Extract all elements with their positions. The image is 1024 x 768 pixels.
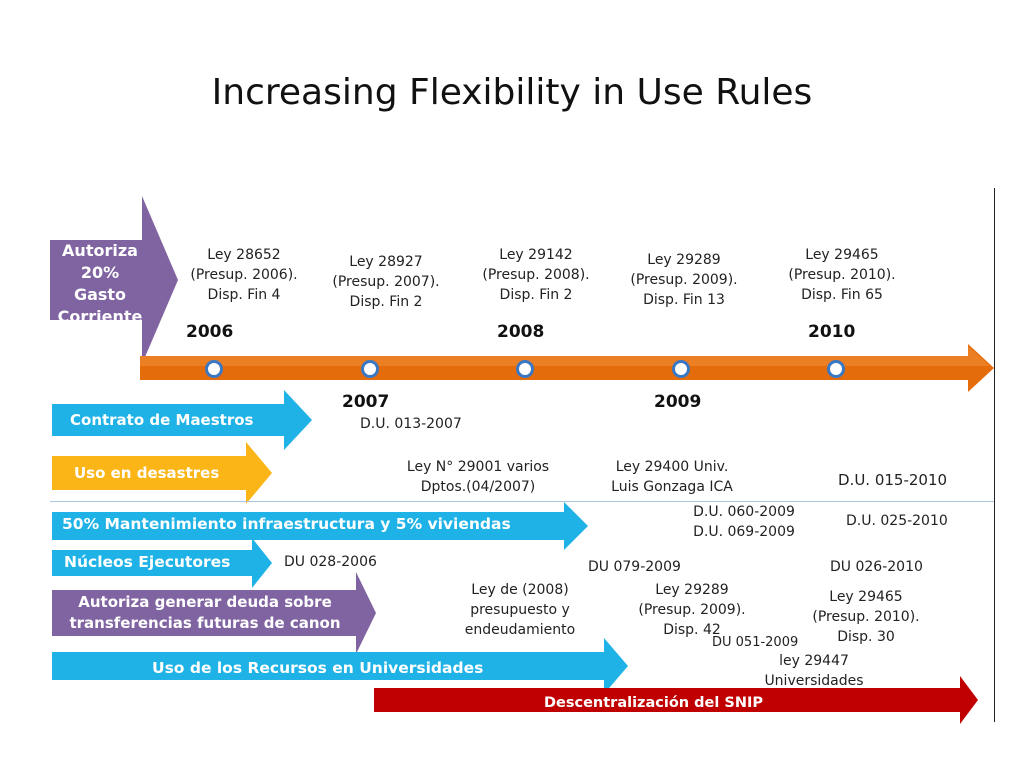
law-note: Ley 29465 (Presup. 2010). Disp. Fin 65	[788, 247, 896, 303]
nucleos-note: DU 079-2009	[588, 559, 681, 575]
universidades-note: DU 051-2009	[712, 635, 799, 650]
right-divider	[994, 188, 995, 722]
desastres-note: Ley N° 29001 varios Dptos.(04/2007)	[406, 459, 550, 495]
purple-gasto-label: Autoriza 20% Gasto Corriente	[57, 241, 143, 326]
year-label: 2009	[654, 392, 702, 412]
purple-gasto-arrow	[50, 196, 178, 364]
year-label: 2008	[497, 322, 545, 342]
nucleos-arrow	[52, 538, 272, 588]
mantenimiento-note: D.U. 060-2009 D.U. 069-2009	[693, 504, 795, 540]
desastres-label: Uso en desastres	[74, 464, 220, 482]
contrato-arrow	[52, 390, 312, 450]
law-note: Ley 28652 (Presup. 2006). Disp. Fin 4	[190, 247, 298, 303]
timeline-dot	[516, 360, 534, 378]
deuda-arrow	[52, 572, 376, 654]
mantenimiento-arrow	[52, 502, 588, 550]
timeline-arrow	[140, 344, 994, 392]
contrato-label: Contrato de Maestros	[70, 411, 254, 429]
year-label: 2007	[342, 392, 390, 412]
universidades-note: ley 29447 Universidades	[764, 653, 864, 689]
contrato-note: D.U. 013-2007	[360, 416, 462, 432]
row-separator	[50, 501, 994, 502]
law-note: Ley 29289 (Presup. 2009). Disp. Fin 13	[630, 252, 738, 308]
desastres-note: D.U. 015-2010	[838, 471, 948, 489]
nucleos-label: Núcleos Ejecutores	[64, 553, 231, 571]
law-note: Ley 28927 (Presup. 2007). Disp. Fin 2	[332, 254, 440, 310]
year-label: 2010	[808, 322, 856, 342]
timeline-dot	[672, 360, 690, 378]
deuda-note: Ley 29289 (Presup. 2009). Disp. 42	[638, 582, 746, 638]
snip-arrow	[374, 676, 978, 724]
desastres-arrow	[52, 442, 272, 504]
universidades-arrow	[52, 638, 628, 694]
timeline-dot	[205, 360, 223, 378]
desastres-note: Ley 29400 Univ. Luis Gonzaga ICA	[611, 459, 733, 495]
year-label: 2006	[186, 322, 234, 342]
mantenimiento-label: 50% Mantenimiento infraestructura y 5% v…	[62, 515, 511, 533]
nucleos-note: DU 026-2010	[830, 559, 923, 575]
snip-label: Descentralización del SNIP	[544, 695, 764, 711]
universidades-label: Uso de los Recursos en Universidades	[152, 659, 484, 677]
nucleos-note: DU 028-2006	[284, 554, 377, 570]
timeline-dot	[827, 360, 845, 378]
mantenimiento-note: D.U. 025-2010	[846, 513, 948, 529]
timeline-dot	[361, 360, 379, 378]
deuda-note: Ley de (2008) presupuesto y endeudamiento	[464, 582, 576, 638]
deuda-label: Autoriza generar deuda sobre transferenci…	[69, 593, 341, 632]
deuda-note: Ley 29465 (Presup. 2010). Disp. 30	[812, 589, 920, 645]
law-note: Ley 29142 (Presup. 2008). Disp. Fin 2	[482, 247, 590, 303]
slide-title: Increasing Flexibility in Use Rules	[211, 72, 813, 113]
